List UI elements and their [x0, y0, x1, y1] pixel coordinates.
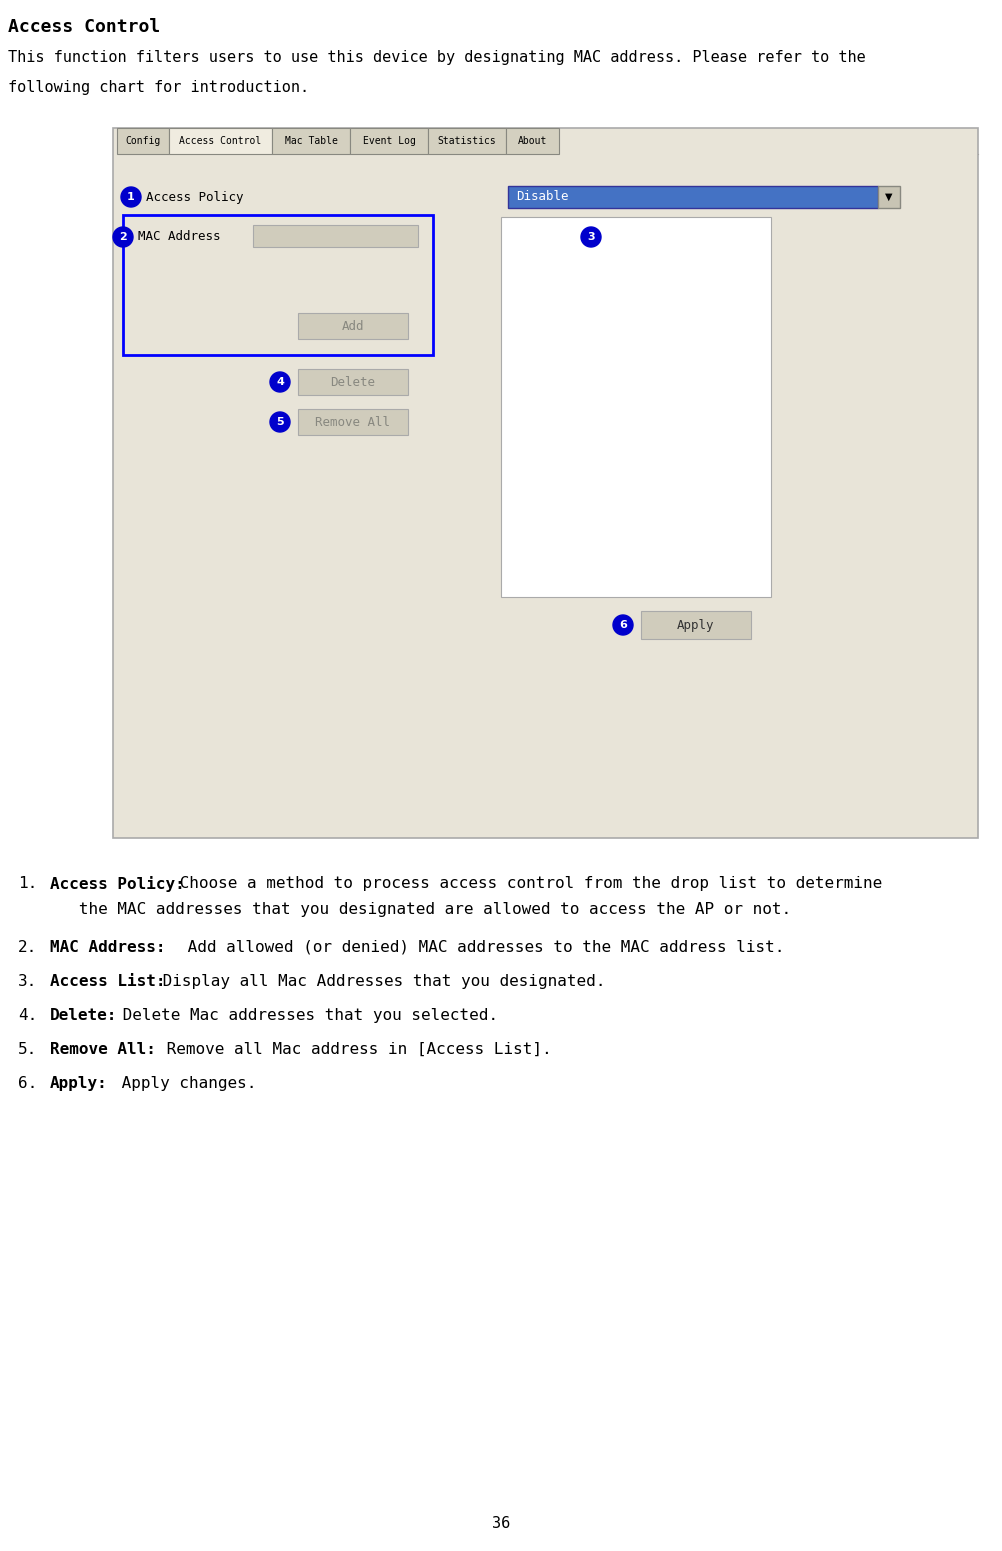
Text: 3.: 3. — [18, 974, 37, 990]
Text: 4.: 4. — [18, 1008, 37, 1024]
Text: About: About — [517, 136, 547, 146]
Text: Delete: Delete — [331, 375, 375, 388]
Text: 5.: 5. — [18, 1042, 37, 1056]
FancyBboxPatch shape — [123, 216, 433, 355]
Text: Statistics: Statistics — [437, 136, 496, 146]
Text: Add: Add — [342, 320, 364, 332]
FancyBboxPatch shape — [350, 129, 428, 154]
Text: Delete Mac addresses that you selected.: Delete Mac addresses that you selected. — [113, 1008, 498, 1024]
Text: Remove All: Remove All — [316, 416, 390, 428]
FancyBboxPatch shape — [117, 129, 168, 154]
Circle shape — [121, 188, 141, 206]
FancyBboxPatch shape — [507, 186, 877, 208]
Text: Apply changes.: Apply changes. — [112, 1076, 257, 1090]
Text: This function filters users to use this device by designating MAC address. Pleas: This function filters users to use this … — [8, 50, 865, 65]
Text: Display all Mac Addresses that you designated.: Display all Mac Addresses that you desig… — [153, 974, 605, 990]
Text: Disable: Disable — [515, 191, 568, 203]
Text: 5: 5 — [276, 417, 284, 427]
FancyBboxPatch shape — [501, 217, 771, 597]
Text: Access Policy: Access Policy — [146, 191, 243, 203]
Text: 2: 2 — [119, 233, 126, 242]
FancyBboxPatch shape — [298, 313, 408, 340]
FancyBboxPatch shape — [253, 225, 418, 247]
Text: 4: 4 — [276, 377, 284, 388]
FancyBboxPatch shape — [298, 409, 408, 434]
Text: Config: Config — [125, 136, 160, 146]
Text: Event Log: Event Log — [362, 136, 415, 146]
Text: 1: 1 — [127, 192, 134, 202]
Text: 6.: 6. — [18, 1076, 37, 1090]
Text: Access List:: Access List: — [50, 974, 165, 990]
Text: the MAC addresses that you designated are allowed to access the AP or not.: the MAC addresses that you designated ar… — [50, 903, 791, 917]
Text: Remove all Mac address in [Access List].: Remove all Mac address in [Access List]. — [157, 1042, 551, 1056]
Circle shape — [270, 413, 290, 433]
Text: Remove All:: Remove All: — [50, 1042, 155, 1056]
Text: Apply: Apply — [676, 619, 714, 631]
FancyBboxPatch shape — [113, 129, 977, 838]
FancyBboxPatch shape — [168, 129, 272, 154]
Text: MAC Address: MAC Address — [138, 231, 220, 244]
Text: Apply:: Apply: — [50, 1076, 107, 1090]
Circle shape — [612, 616, 632, 634]
Text: Mac Table: Mac Table — [285, 136, 337, 146]
Text: Delete:: Delete: — [50, 1008, 117, 1024]
FancyBboxPatch shape — [272, 129, 350, 154]
Text: Access List: Access List — [502, 231, 585, 244]
FancyBboxPatch shape — [428, 129, 505, 154]
Text: following chart for introduction.: following chart for introduction. — [8, 81, 309, 95]
FancyBboxPatch shape — [298, 369, 408, 396]
Text: 6: 6 — [618, 620, 626, 630]
Text: ▼: ▼ — [885, 192, 892, 202]
Circle shape — [270, 372, 290, 392]
Circle shape — [580, 226, 600, 247]
FancyBboxPatch shape — [640, 611, 750, 639]
Text: Add allowed (or denied) MAC addresses to the MAC address list.: Add allowed (or denied) MAC addresses to… — [177, 940, 784, 955]
Text: 2.: 2. — [18, 940, 37, 955]
Text: 1.: 1. — [18, 876, 37, 890]
FancyBboxPatch shape — [877, 186, 899, 208]
Text: Access Policy:: Access Policy: — [50, 876, 184, 892]
FancyBboxPatch shape — [505, 129, 558, 154]
Text: 36: 36 — [492, 1515, 510, 1531]
Text: MAC Address:: MAC Address: — [50, 940, 165, 955]
Text: Access Control: Access Control — [8, 19, 160, 36]
Text: 3: 3 — [586, 233, 594, 242]
Text: Choose a method to process access control from the drop list to determine: Choose a method to process access contro… — [169, 876, 882, 890]
Text: Access Control: Access Control — [179, 136, 262, 146]
Circle shape — [113, 226, 133, 247]
